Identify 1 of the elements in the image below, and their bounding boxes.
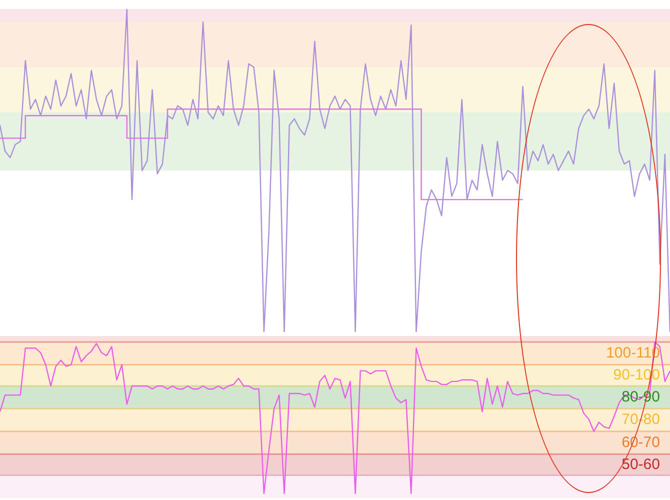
band-label: 50-60 [622,456,660,473]
